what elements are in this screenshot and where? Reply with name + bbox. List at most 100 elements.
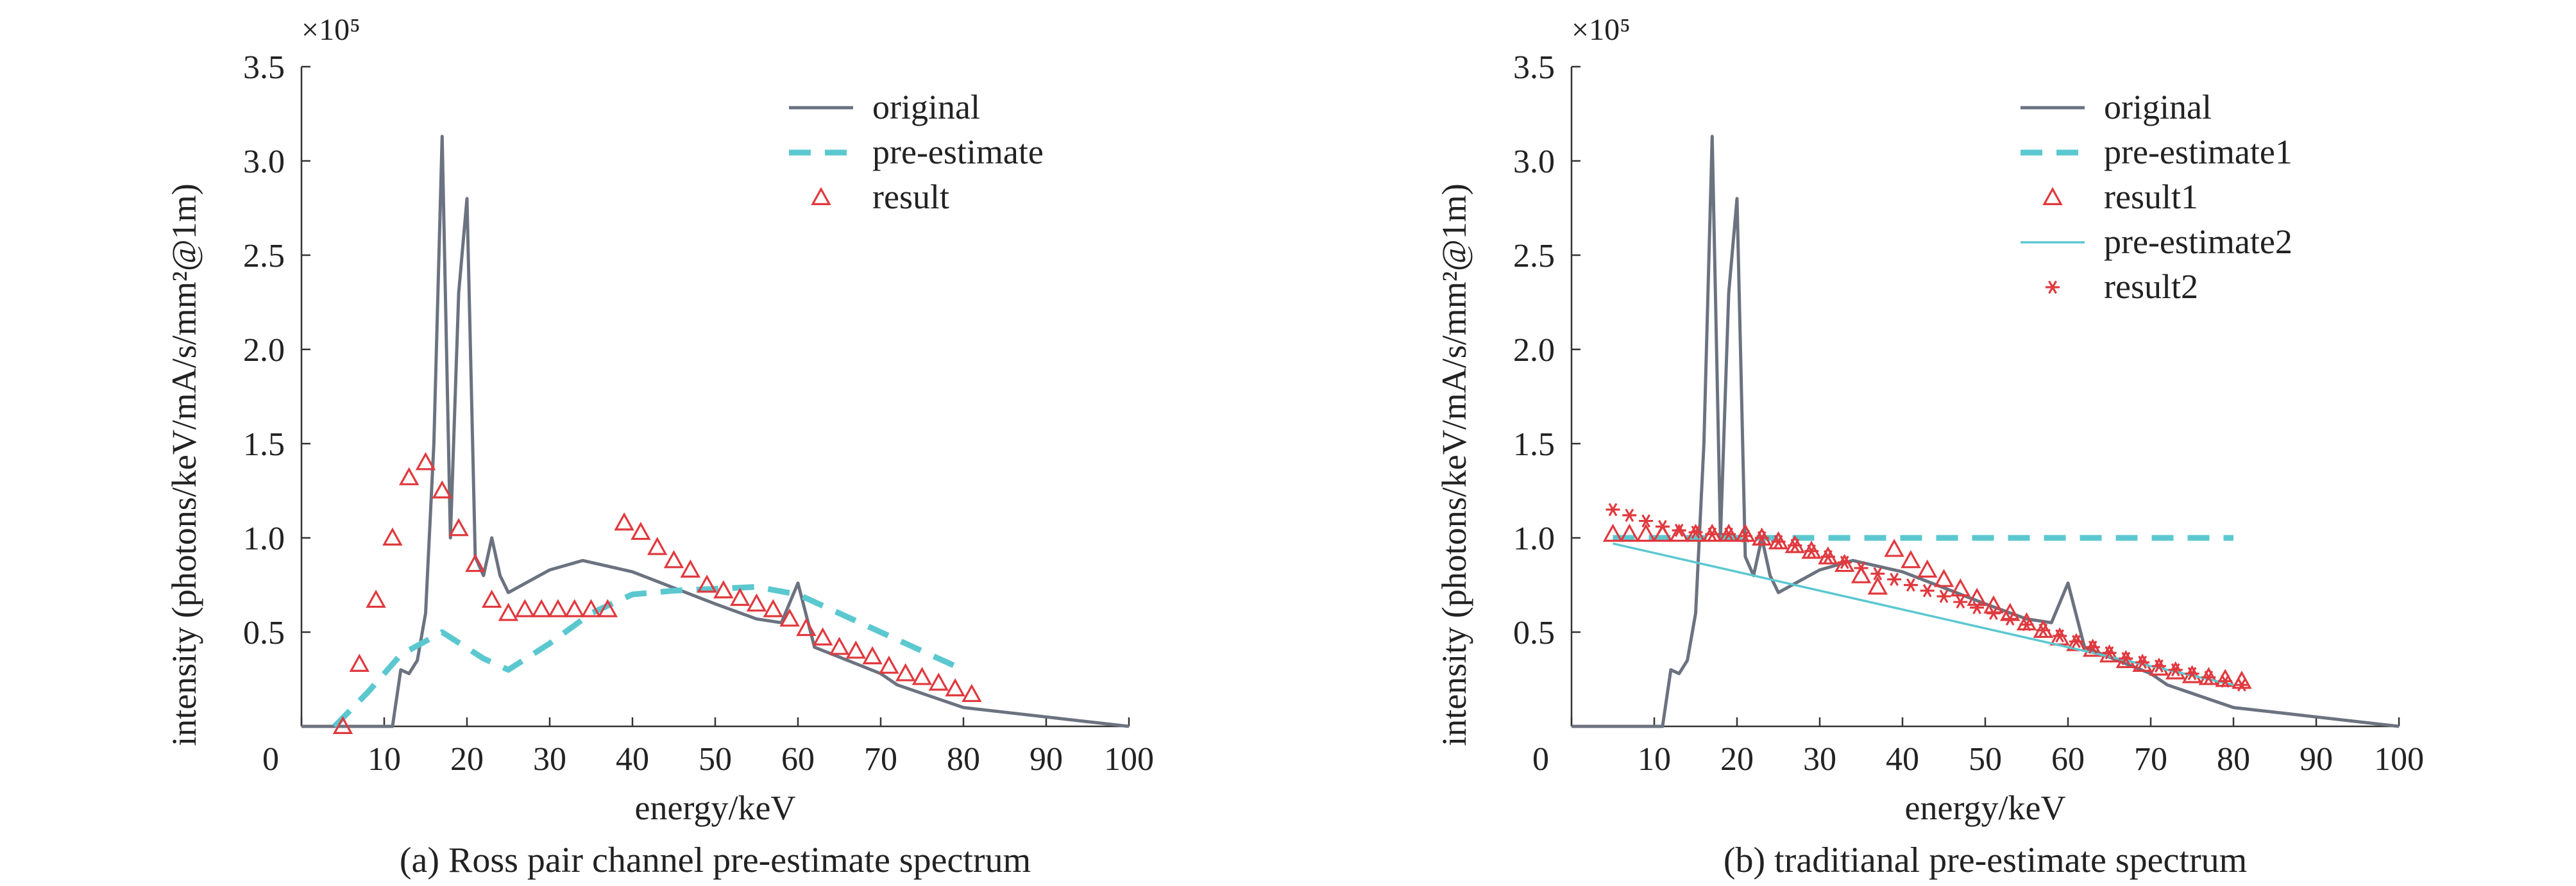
marker-result — [382, 527, 403, 546]
marker-result2 — [1672, 523, 1686, 537]
y-tick-label: 3.5 — [243, 49, 285, 86]
marker-result1 — [2232, 671, 2252, 689]
marker-result2 — [2234, 678, 2249, 692]
marker-result2 — [1722, 527, 1736, 541]
marker-result1 — [1867, 576, 1888, 595]
legend-label: original — [2104, 88, 2212, 126]
marker-result2 — [2201, 671, 2216, 684]
marker-result — [945, 678, 965, 697]
x-tick-label: 80 — [947, 741, 980, 778]
marker-result2 — [1655, 520, 1670, 533]
legend-label: original — [872, 88, 980, 126]
marker-result1 — [1901, 549, 1921, 569]
y-tick-label: 2.0 — [243, 332, 285, 369]
marker-result1 — [1685, 523, 1706, 542]
marker-result1 — [1967, 587, 1987, 606]
series-result — [332, 452, 982, 735]
marker-result1 — [1834, 553, 1855, 573]
marker-result — [796, 617, 817, 637]
legend-item-pre-estimate: pre-estimate — [789, 133, 1044, 171]
marker-result1 — [1602, 523, 1623, 542]
marker-result2 — [1820, 550, 1835, 564]
marker-result — [580, 599, 602, 617]
marker-result — [614, 512, 634, 531]
marker-result — [481, 589, 502, 608]
y-tick-label: 1.5 — [243, 426, 285, 463]
marker-result — [548, 599, 568, 617]
marker-result1 — [1636, 523, 1656, 542]
marker-result2 — [1705, 527, 1720, 541]
marker-result1 — [1884, 539, 1904, 557]
marker-result2 — [2218, 674, 2233, 688]
marker-result — [729, 587, 750, 606]
marker-result — [779, 608, 800, 627]
x-tick-label: 70 — [864, 741, 897, 778]
x-tick-label: 70 — [2134, 741, 2167, 778]
legend-b: original pre-estimate1 result1 pre-estimate… — [2021, 88, 2292, 306]
marker-result2 — [1970, 601, 1985, 615]
y-tick-label: 0.5 — [243, 615, 285, 651]
marker-result2 — [1903, 578, 1918, 592]
plot-area-b: 0 10 20 30 40 50 60 70 80 90 100 0.5 1.0 1.5 2.0 2.5 3.0… — [1513, 49, 2424, 778]
marker-result — [812, 627, 833, 646]
marker-result — [928, 673, 949, 691]
marker-result — [498, 603, 519, 621]
marker-result2 — [2085, 640, 2100, 654]
y-tick-label: 2.5 — [243, 238, 285, 274]
x-tick-label: 100 — [1104, 741, 1154, 778]
y-tick-label: 0.5 — [1513, 615, 1555, 651]
legend-item-original: original — [789, 88, 980, 126]
marker-result — [398, 467, 419, 485]
marker-result1 — [2099, 644, 2120, 663]
legend-a: original pre-estimate result — [789, 88, 1044, 216]
marker-result — [713, 580, 734, 599]
x-tick-label: 0 — [262, 741, 279, 778]
marker-result2 — [1771, 535, 1786, 549]
x-tick-label: 0 — [1532, 741, 1549, 778]
marker-result — [647, 537, 668, 555]
x-tick-label: 90 — [1030, 741, 1063, 778]
legend-item-result2: result2 — [2046, 267, 2198, 306]
marker-result — [845, 640, 867, 659]
marker-result2 — [1622, 508, 1637, 522]
marker-result — [564, 599, 585, 617]
series-result1 — [1602, 523, 2252, 689]
x-tick-label: 100 — [2374, 741, 2424, 778]
marker-result1 — [1917, 559, 1938, 578]
plot-area-a: 0 10 20 30 40 50 60 70 80 90 100 0.5 1.0 1.5 2.0 2.5 3.0… — [243, 49, 1154, 778]
x-tick-label: 60 — [781, 741, 815, 778]
legend-item-pre-estimate1: pre-estimate1 — [2021, 133, 2292, 171]
marker-result — [349, 653, 370, 672]
marker-result — [879, 655, 899, 674]
marker-result2 — [2053, 629, 2067, 643]
marker-result1 — [1735, 523, 1756, 542]
legend-swatch — [2042, 187, 2063, 205]
marker-result2 — [1639, 514, 1654, 528]
marker-result — [514, 599, 536, 617]
y-tick-label: 1.0 — [1513, 521, 1555, 557]
x-tick-label: 10 — [1638, 741, 1671, 778]
x-tick-label: 20 — [450, 741, 484, 778]
marker-result2 — [2036, 623, 2051, 637]
marker-result — [680, 559, 701, 578]
marker-result1 — [2215, 669, 2235, 687]
legend-label: pre-estimate2 — [2104, 222, 2292, 261]
chart-panel-b: ×10⁵ intensity (photons/keV/mA/s/mm²@1m)… — [1435, 13, 2424, 880]
marker-result2 — [1953, 595, 1968, 609]
caption-b: (b) traditianal pre-estimate spectrum — [1724, 840, 2247, 880]
marker-result2 — [2019, 617, 2034, 631]
marker-result — [531, 599, 552, 617]
marker-result — [448, 518, 469, 537]
caption-a: (a) Ross pair channel pre-estimate spect… — [400, 840, 1031, 880]
legend-swatch — [2046, 280, 2060, 294]
marker-result2 — [1754, 531, 1769, 545]
marker-result — [862, 646, 883, 665]
marker-result1 — [1668, 523, 1690, 542]
marker-result2 — [2151, 659, 2166, 673]
x-tick-label: 10 — [368, 741, 401, 778]
y-multiplier-a: ×10⁵ — [301, 13, 360, 47]
marker-result — [895, 663, 916, 681]
legend-label: pre-estimate1 — [2104, 133, 2292, 171]
marker-result — [962, 683, 982, 703]
